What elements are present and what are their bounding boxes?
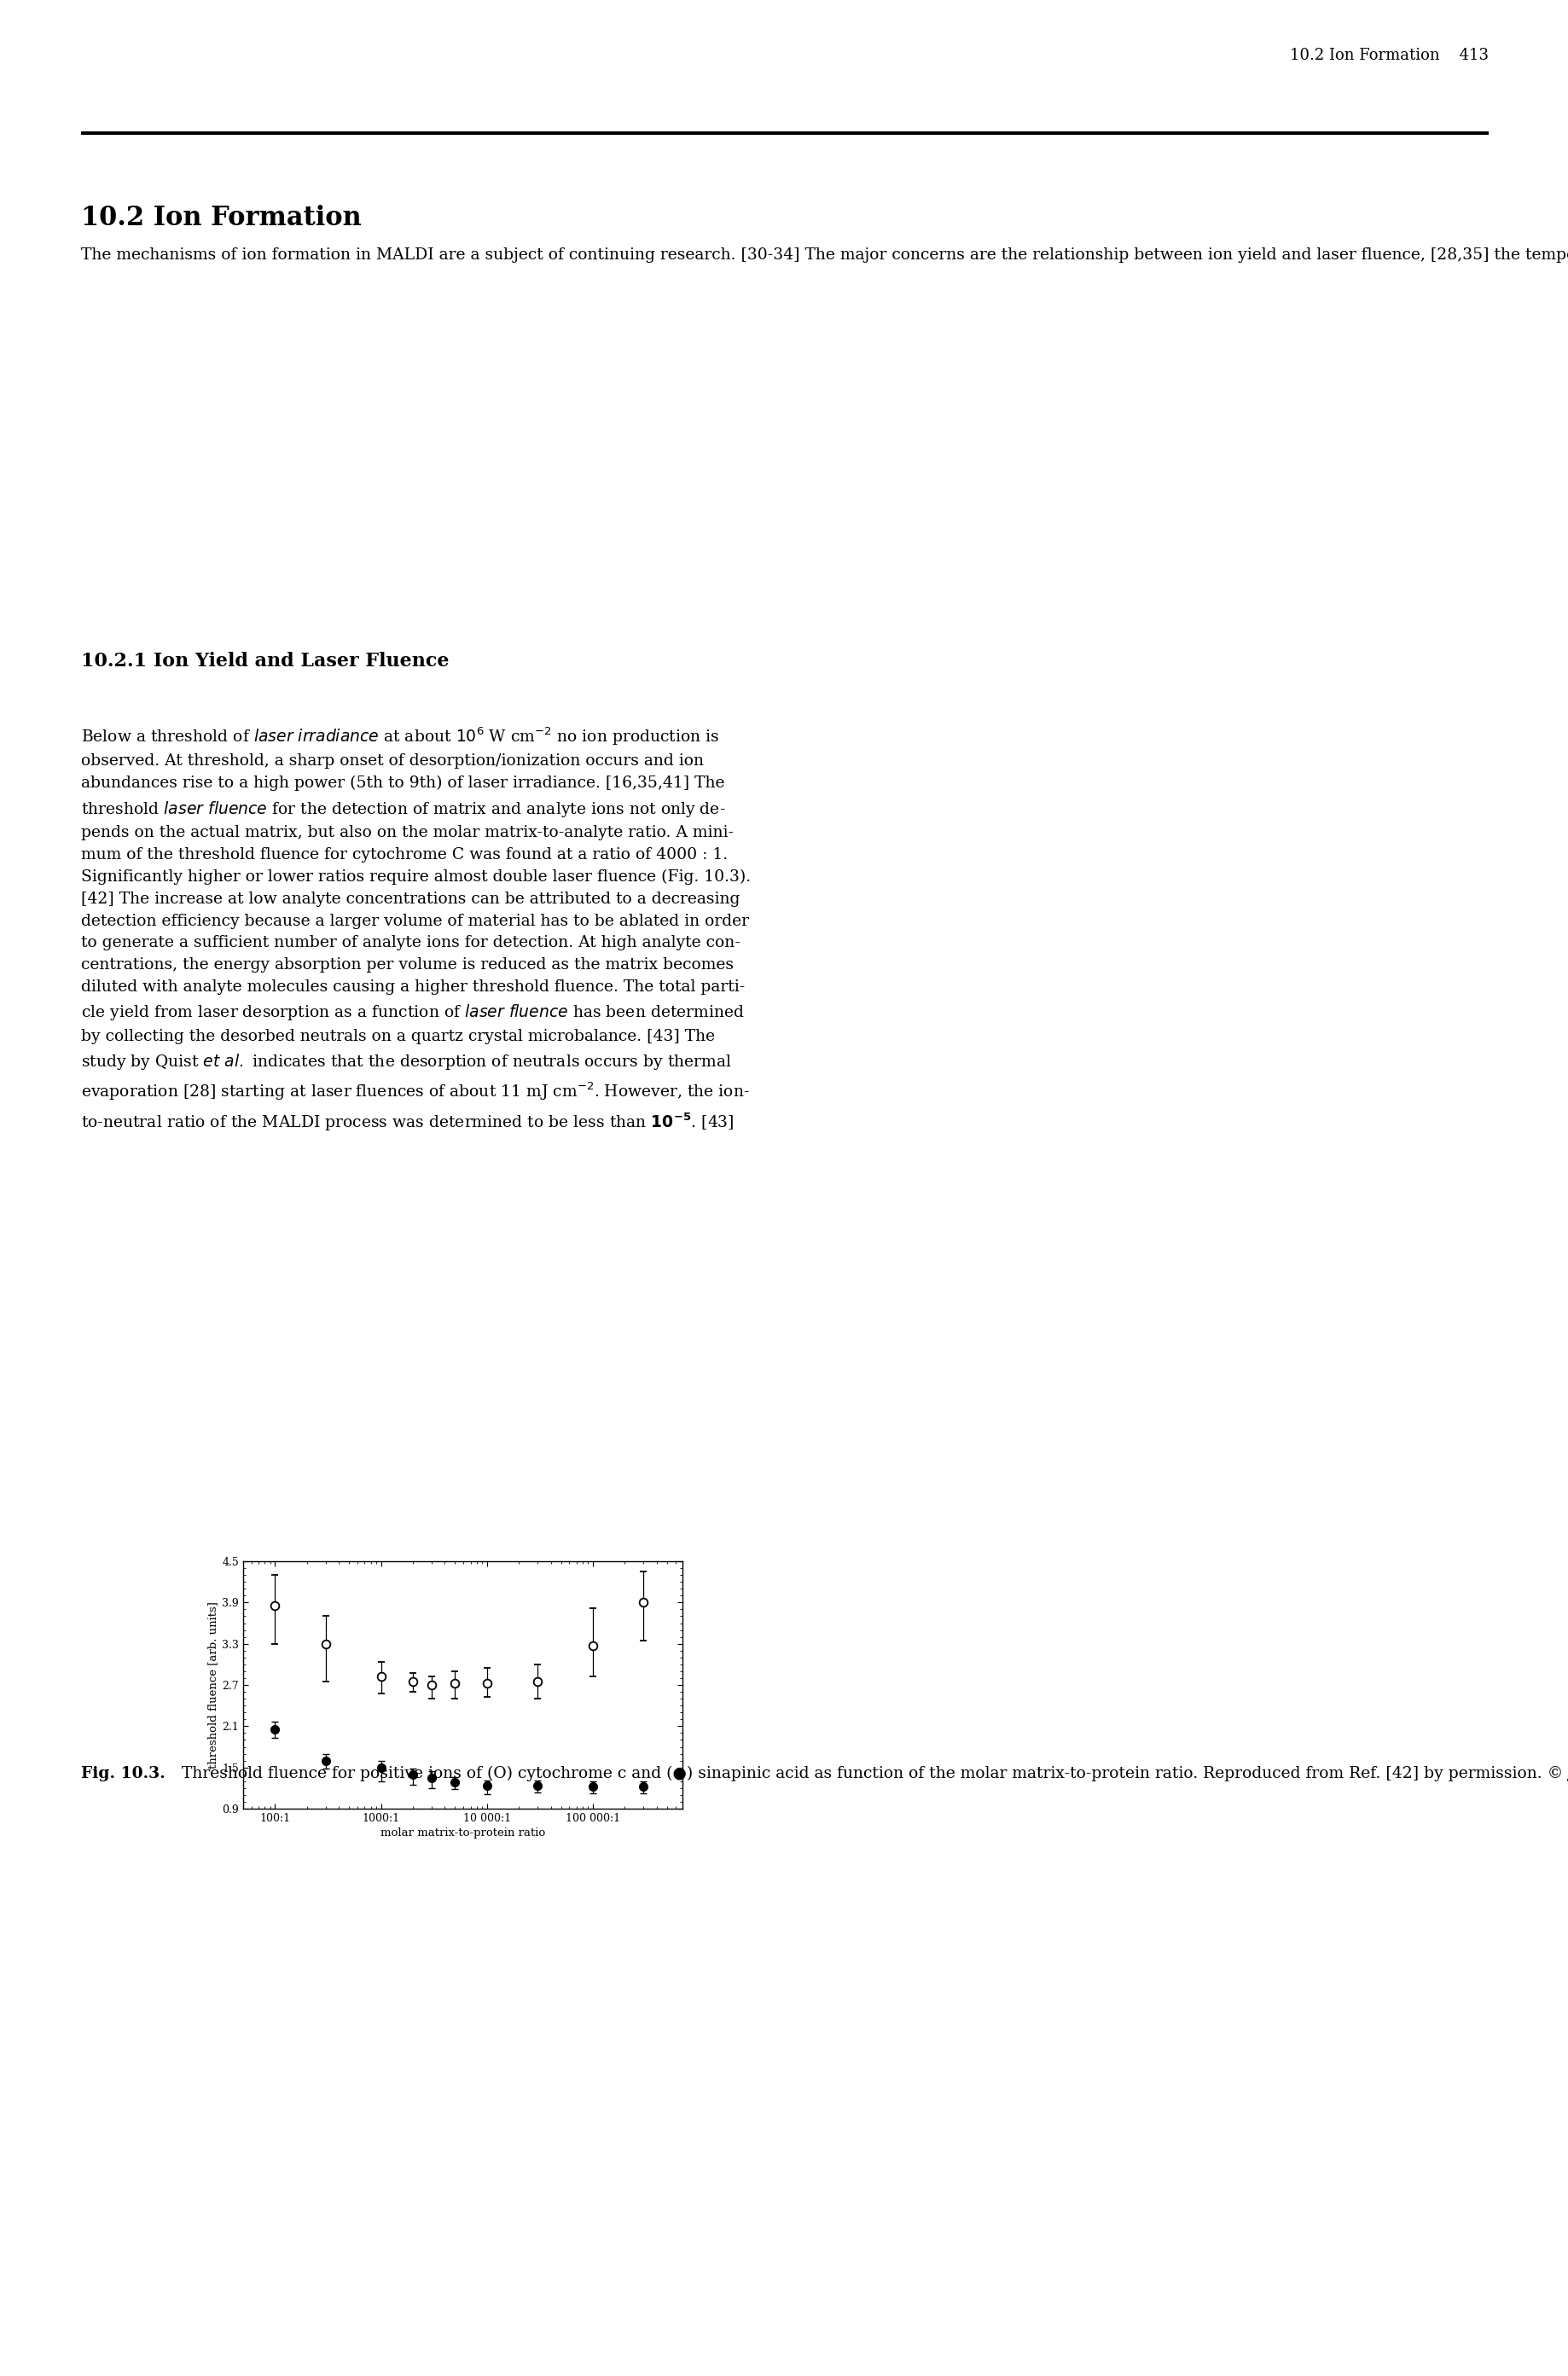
Text: Threshold fluence for positive ions of (O) cytochrome c and (●) sinapinic acid a: Threshold fluence for positive ions of (… (177, 1765, 1568, 1782)
Text: 10.2 Ion Formation: 10.2 Ion Formation (82, 204, 362, 230)
Text: 10.2.1 Ion Yield and Laser Fluence: 10.2.1 Ion Yield and Laser Fluence (82, 651, 448, 670)
Y-axis label: threshold fluence [arb. units]: threshold fluence [arb. units] (207, 1601, 218, 1768)
Text: Fig. 10.3.: Fig. 10.3. (82, 1765, 165, 1782)
X-axis label: molar matrix-to-protein ratio: molar matrix-to-protein ratio (381, 1827, 546, 1839)
Text: The mechanisms of ion formation in MALDI are a subject of continuing research. [: The mechanisms of ion formation in MALDI… (82, 247, 1568, 264)
Text: Below a threshold of $\it{laser\ irradiance}$ at about $10^{6}$ W cm$^{-2}$ no i: Below a threshold of $\it{laser\ irradia… (82, 725, 751, 1133)
Text: 10.2 Ion Formation    413: 10.2 Ion Formation 413 (1290, 48, 1488, 64)
